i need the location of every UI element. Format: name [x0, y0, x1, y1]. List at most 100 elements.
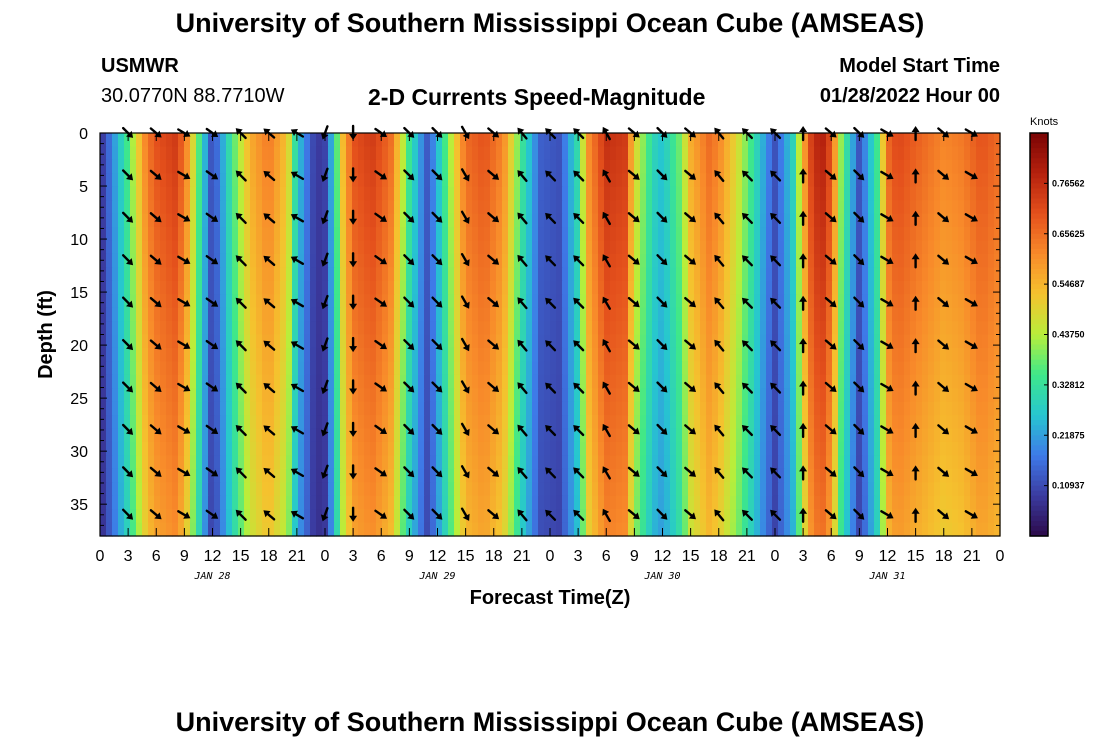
- heatmap-cell: [622, 334, 629, 349]
- heatmap-cell: [586, 267, 593, 282]
- heatmap-cell: [874, 267, 881, 282]
- heatmap-cell: [442, 495, 449, 510]
- heatmap-cell: [250, 522, 257, 537]
- heatmap-cell: [988, 482, 995, 497]
- vector-head: [379, 257, 387, 265]
- heatmap-cell: [988, 347, 995, 362]
- heatmap-cell: [142, 522, 149, 537]
- heatmap-cell: [562, 428, 569, 443]
- heatmap-cell: [676, 173, 683, 188]
- heatmap-cell: [760, 240, 767, 255]
- heatmap-cell: [316, 347, 323, 362]
- heatmap-cell: [988, 401, 995, 416]
- heatmap-cell: [634, 280, 641, 295]
- heatmap-cell: [508, 159, 515, 174]
- heatmap-cell: [340, 468, 347, 483]
- heatmap-cell: [640, 213, 647, 228]
- heatmap-cell: [730, 522, 737, 537]
- heatmap-cell: [982, 159, 989, 174]
- heatmap-cell: [682, 173, 689, 188]
- heatmap-cell: [730, 133, 737, 148]
- heatmap-cell: [478, 200, 485, 215]
- heatmap-cell: [736, 200, 743, 215]
- heatmap-cell: [616, 321, 623, 336]
- heatmap-cell: [154, 441, 161, 456]
- heatmap-cell: [364, 495, 371, 510]
- heatmap-cell: [526, 133, 533, 148]
- heatmap-cell: [790, 133, 797, 148]
- heatmap-cell: [514, 307, 521, 322]
- heatmap-cell: [304, 388, 311, 403]
- current-vector: [320, 337, 329, 352]
- heatmap-cell: [634, 321, 641, 336]
- heatmap-cell: [574, 509, 581, 524]
- heatmap-cell: [472, 173, 479, 188]
- heatmap-cell: [172, 321, 179, 336]
- heatmap-cell: [664, 200, 671, 215]
- heatmap-cell: [472, 441, 479, 456]
- heatmap-cell: [892, 146, 899, 161]
- heatmap-cell: [724, 280, 731, 295]
- heatmap-cell: [364, 213, 371, 228]
- heatmap-cell: [112, 159, 119, 174]
- heatmap-cell: [358, 522, 365, 537]
- heatmap-cell: [958, 146, 965, 161]
- heatmap-cell: [412, 468, 419, 483]
- heatmap-cell: [550, 146, 557, 161]
- heatmap-cell: [100, 522, 107, 537]
- heatmap-cell: [340, 455, 347, 470]
- heatmap-cell: [280, 428, 287, 443]
- heatmap-cell: [196, 509, 203, 524]
- heatmap-cell: [676, 428, 683, 443]
- heatmap-cell: [196, 200, 203, 215]
- heatmap-cell: [358, 253, 365, 268]
- heatmap-cell: [244, 361, 251, 376]
- heatmap-cell: [442, 374, 449, 389]
- heatmap-cell: [514, 388, 521, 403]
- heatmap-cell: [658, 307, 665, 322]
- heatmap-cell: [298, 159, 305, 174]
- heatmap-cell: [196, 455, 203, 470]
- heatmap-cell: [742, 159, 749, 174]
- heatmap-cell: [910, 321, 917, 336]
- heatmap-cell: [958, 495, 965, 510]
- heatmap-cell: [712, 240, 719, 255]
- heatmap-cell: [292, 146, 299, 161]
- heatmap-cell: [676, 509, 683, 524]
- heatmap-cell: [394, 186, 401, 201]
- heatmap-cell: [262, 307, 269, 322]
- heatmap-cell: [472, 200, 479, 215]
- heatmap-cell: [460, 441, 467, 456]
- heatmap-cell: [400, 200, 407, 215]
- heatmap-cell: [802, 173, 809, 188]
- heatmap-cell: [634, 240, 641, 255]
- heatmap-cell: [568, 146, 575, 161]
- heatmap-cell: [424, 321, 431, 336]
- heatmap-cell: [478, 455, 485, 470]
- heatmap-cell: [406, 388, 413, 403]
- current-vector: [177, 382, 191, 392]
- heatmap-cell: [418, 146, 425, 161]
- heatmap-cell: [268, 321, 275, 336]
- heatmap-cell: [598, 361, 605, 376]
- heatmap-cell: [514, 455, 521, 470]
- heatmap-cell: [748, 200, 755, 215]
- heatmap-cell: [142, 388, 149, 403]
- heatmap-cell: [400, 374, 407, 389]
- vector-head: [545, 212, 553, 220]
- heatmap-cell: [496, 388, 503, 403]
- vector-head: [126, 427, 134, 435]
- heatmap-cell: [796, 468, 803, 483]
- heatmap-cell: [364, 253, 371, 268]
- heatmap-cell: [304, 213, 311, 228]
- heatmap-cell: [694, 146, 701, 161]
- heatmap-cell: [970, 294, 977, 309]
- heatmap-cell: [802, 186, 809, 201]
- heatmap-cell: [286, 173, 293, 188]
- heatmap-cell: [118, 415, 125, 430]
- heatmap-cell: [262, 173, 269, 188]
- heatmap-cell: [862, 401, 869, 416]
- heatmap-cell: [382, 347, 389, 362]
- heatmap-cell: [418, 227, 425, 242]
- heatmap-cell: [736, 482, 743, 497]
